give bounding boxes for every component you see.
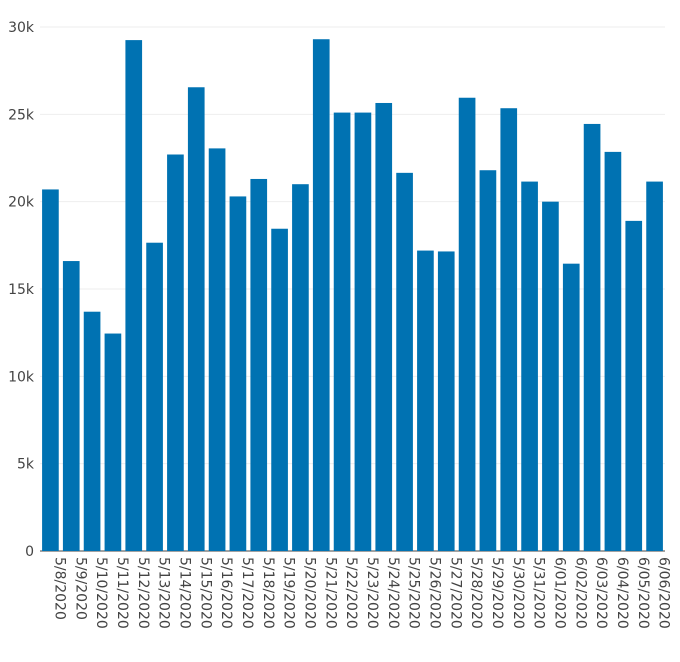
x-tick-label: 6/03/2020 — [593, 557, 609, 629]
bar[interactable] — [208, 148, 226, 552]
y-tick-label: 25k — [8, 107, 35, 123]
x-tick-label: 5/16/2020 — [218, 557, 234, 629]
x-tick-label: 6/01/2020 — [551, 557, 567, 629]
bar[interactable] — [312, 39, 330, 552]
bar[interactable] — [167, 154, 184, 552]
x-tick-label: 5/28/2020 — [468, 557, 484, 629]
x-tick-label: 5/12/2020 — [135, 557, 151, 629]
x-tick-label: 5/20/2020 — [301, 557, 317, 629]
x-tick-label: 5/15/2020 — [197, 557, 213, 629]
bar[interactable] — [229, 196, 247, 551]
x-tick-label: 5/9/2020 — [72, 557, 88, 620]
x-tick-label: 5/30/2020 — [510, 557, 526, 629]
y-tick-label: 10k — [8, 369, 35, 385]
x-tick-label: 5/25/2020 — [406, 557, 422, 629]
x-tick-label: 5/17/2020 — [239, 557, 255, 629]
x-tick-label: 6/06/2020 — [656, 557, 672, 629]
x-tick-label: 5/31/2020 — [531, 557, 547, 629]
bar[interactable] — [417, 250, 434, 551]
bar[interactable] — [521, 181, 538, 551]
y-tick-label: 5k — [17, 457, 35, 473]
bar[interactable] — [125, 40, 143, 551]
bar[interactable] — [479, 170, 497, 551]
x-tick-label: 6/02/2020 — [572, 557, 588, 629]
bar[interactable] — [646, 181, 663, 551]
x-tick-label: 5/22/2020 — [343, 557, 359, 629]
x-tick-label: 5/19/2020 — [281, 557, 297, 629]
bar[interactable] — [292, 184, 309, 551]
gridlines — [40, 26, 665, 552]
bar[interactable] — [604, 151, 622, 552]
x-tick-label: 5/14/2020 — [176, 557, 192, 629]
bar[interactable] — [146, 242, 163, 552]
x-tick-label: 6/05/2020 — [635, 557, 651, 629]
bar[interactable] — [375, 102, 393, 551]
bar[interactable] — [500, 108, 518, 551]
y-tick-label: 20k — [8, 195, 35, 211]
x-tick-label: 5/21/2020 — [322, 557, 338, 629]
bar[interactable] — [583, 123, 601, 551]
bar[interactable] — [62, 261, 80, 551]
bar[interactable] — [542, 201, 559, 551]
y-axis-tick-labels: 0 5k 10k 15k 20k 25k 30k — [8, 20, 35, 560]
x-tick-label: 5/18/2020 — [260, 557, 276, 629]
x-tick-label: 5/26/2020 — [426, 557, 442, 629]
x-tick-label: 5/24/2020 — [385, 557, 401, 629]
x-tick-label: 5/8/2020 — [51, 557, 67, 620]
bar[interactable] — [458, 97, 476, 552]
bars — [42, 39, 663, 552]
bar[interactable] — [437, 251, 455, 552]
bar[interactable] — [250, 178, 268, 551]
x-tick-label: 5/13/2020 — [156, 557, 172, 629]
x-tick-label: 5/11/2020 — [114, 557, 130, 629]
x-axis-tick-labels: 5/8/2020 5/9/2020 5/10/2020 5/11/2020 5/12/2… — [51, 557, 671, 629]
bar[interactable] — [354, 112, 372, 551]
x-tick-label: 5/10/2020 — [93, 557, 109, 629]
bar[interactable] — [562, 263, 580, 551]
y-tick-label: 30k — [8, 20, 35, 36]
bar[interactable] — [104, 333, 122, 551]
x-tick-label: 5/23/2020 — [364, 557, 380, 629]
x-tick-label: 5/27/2020 — [447, 557, 463, 629]
y-tick-label: 0 — [25, 544, 34, 560]
x-tick-label: 6/04/2020 — [614, 557, 630, 629]
y-tick-label: 15k — [8, 282, 35, 298]
bar[interactable] — [42, 189, 59, 551]
bar[interactable] — [83, 311, 101, 551]
bar[interactable] — [271, 228, 288, 552]
x-tick-label: 5/29/2020 — [489, 557, 505, 629]
bar[interactable] — [625, 220, 643, 551]
bar[interactable] — [396, 172, 413, 551]
bar[interactable] — [187, 87, 205, 551]
bar[interactable] — [333, 112, 351, 551]
